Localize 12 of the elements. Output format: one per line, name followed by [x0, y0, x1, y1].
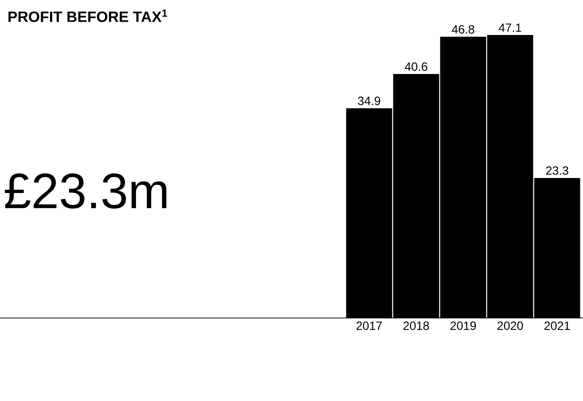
data-label: 46.8	[452, 25, 474, 34]
x-tick-label: 2017	[356, 322, 382, 330]
x-tick-label: 2019	[450, 322, 476, 330]
data-label: 23.3	[546, 166, 568, 175]
data-label: 34.9	[358, 96, 380, 106]
text: £23.3m	[4, 173, 166, 209]
data-label: 40.6	[404, 62, 428, 71]
x-tick-label: 2020	[497, 322, 523, 330]
x-tick-label: 2021	[544, 322, 570, 330]
x-tick-label: 2018	[403, 322, 429, 330]
text: PROFIT BEFORE TAX$^{1}$	[8, 10, 168, 22]
data-label: 47.1	[498, 24, 522, 32]
